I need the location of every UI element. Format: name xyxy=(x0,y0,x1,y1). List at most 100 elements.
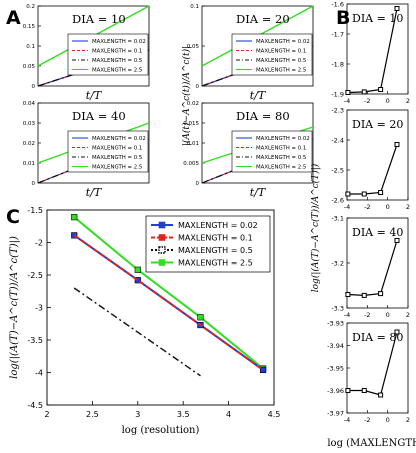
x-tick-label: -4 xyxy=(344,416,350,424)
data-point xyxy=(260,366,267,374)
x-tick-label: 0 xyxy=(386,97,390,105)
y-tick-label: -2.4 xyxy=(331,137,344,145)
y-tick-label: -1.7 xyxy=(331,31,344,39)
y-tick-label: 0.02 xyxy=(187,101,199,107)
legend-label: MAXLENGTH = 2.5 xyxy=(92,165,142,171)
y-tick-label: -2.6 xyxy=(331,197,344,205)
subplot-title: DIA = 80 xyxy=(236,109,290,123)
y-tick-label: -4.5 xyxy=(27,401,43,410)
data-point xyxy=(378,291,384,297)
y-tick-label: -3.97 xyxy=(327,410,344,418)
data-point xyxy=(378,87,384,92)
y-tick-label: -2.5 xyxy=(331,167,344,175)
legend-label: MAXLENGTH = 0.5 xyxy=(92,155,142,161)
legend-label: MAXLENGTH = 0.1 xyxy=(256,49,306,55)
x-tick-label: 2 xyxy=(406,311,410,319)
y-tick-label: 0.1 xyxy=(190,4,199,10)
y-axis-label: |(A(t)−A^c(t))/A^c(t)| xyxy=(181,46,192,146)
y-tick-label: 0.03 xyxy=(23,121,36,127)
x-tick-label: 4 xyxy=(226,410,231,419)
y-tick-label: 0.05 xyxy=(187,44,200,50)
x-tick-label: 2 xyxy=(406,97,410,105)
subplot-b-frame xyxy=(346,3,409,95)
legend-marker xyxy=(158,234,166,241)
y-tick-label: -3.1 xyxy=(331,215,344,223)
series-line xyxy=(73,234,264,371)
data-point xyxy=(361,292,367,298)
series-line xyxy=(73,216,264,370)
x-tick-label: 3.5 xyxy=(177,410,190,419)
data-point xyxy=(394,142,400,147)
data-point xyxy=(394,238,400,243)
x-tick-label: -4 xyxy=(344,97,350,105)
x-tick-label: -2 xyxy=(364,311,370,319)
data-point xyxy=(394,6,400,11)
y-tick-label: 0 xyxy=(196,84,200,90)
legend-label: MAXLENGTH = 0.5 xyxy=(256,155,306,161)
x-tick-label: 4.5 xyxy=(268,410,281,419)
x-axis-label: t/T xyxy=(250,89,267,102)
y-tick-label: -2 xyxy=(35,239,43,248)
series-line xyxy=(347,144,398,195)
series-line xyxy=(347,240,398,297)
series-line xyxy=(37,49,150,87)
x-tick-label: 0 xyxy=(386,311,390,319)
panel-c: 2 2.5 3 3.5 4 4.5 -1.5 -2 -2.5 -3 -3.5 -4 -4.5 MAXLEN… xyxy=(9,206,280,436)
y-tick-label: 0.05 xyxy=(23,64,36,70)
legend-label: MAXLENGTH = 0.5 xyxy=(178,246,253,255)
subplot-title: DIA = 10 xyxy=(352,12,403,25)
data-point xyxy=(71,214,78,221)
data-point xyxy=(394,329,400,335)
legend-label: MAXLENGTH = 2.5 xyxy=(178,259,253,268)
legend-label: MAXLENGTH = 0.02 xyxy=(92,39,146,45)
y-tick-label: -4 xyxy=(35,369,43,378)
legend-label: MAXLENGTH = 0.1 xyxy=(92,49,142,55)
y-tick-label: 0.1 xyxy=(26,44,35,50)
y-tick-label: 0.15 xyxy=(23,24,36,30)
x-axis-label: t/T xyxy=(86,186,103,199)
x-axis-label: t/T xyxy=(250,186,267,199)
subplot-title: DIA = 40 xyxy=(352,226,403,239)
y-tick-label: 0.2 xyxy=(26,4,35,10)
x-tick-label: -2 xyxy=(364,416,370,424)
legend-label: MAXLENGTH = 0.5 xyxy=(256,58,306,64)
y-tick-label: 0.01 xyxy=(187,141,199,147)
y-tick-label: -3.3 xyxy=(331,305,344,313)
x-tick-label: 0 xyxy=(386,203,390,211)
data-point xyxy=(345,191,351,197)
subplot-b-frame xyxy=(346,109,409,201)
x-tick-label: -4 xyxy=(344,311,350,319)
y-tick-label: -3.94 xyxy=(327,342,344,350)
x-tick-label: 0 xyxy=(386,416,390,424)
data-point xyxy=(134,266,141,273)
legend-marker xyxy=(158,246,166,254)
x-tick-label: 2 xyxy=(44,410,49,419)
y-tick-label: -3 xyxy=(35,304,43,313)
data-point xyxy=(197,314,204,321)
data-point xyxy=(378,392,384,398)
x-tick-label: 2.5 xyxy=(86,410,99,419)
subplot-title: DIA = 10 xyxy=(72,12,126,26)
legend-marker xyxy=(158,259,166,266)
series-line xyxy=(347,331,398,396)
series-line xyxy=(37,138,150,184)
data-point xyxy=(134,277,141,284)
y-tick-label: 0 xyxy=(32,181,36,187)
series-line xyxy=(73,287,201,377)
x-tick-label: -2 xyxy=(364,97,370,105)
series-line xyxy=(347,8,398,94)
y-tick-label: 0 xyxy=(196,181,200,187)
y-tick-label: -2.5 xyxy=(27,271,43,280)
data-point xyxy=(345,90,351,95)
x-tick-label: 3 xyxy=(135,410,140,419)
legend-label: MAXLENGTH = 2.5 xyxy=(92,68,142,74)
legend-label: MAXLENGTH = 0.02 xyxy=(92,136,146,142)
legend-label: MAXLENGTH = 2.5 xyxy=(256,68,306,74)
data-point xyxy=(345,292,351,297)
legend-label: MAXLENGTH = 2.5 xyxy=(256,165,306,171)
y-tick-label: 0 xyxy=(32,84,36,90)
y-axis-label: log(|(A(T)−A^c(T))/A^c(T)|) xyxy=(310,163,321,292)
legend-label: MAXLENGTH = 0.1 xyxy=(256,146,306,152)
y-tick-label: 0.02 xyxy=(23,141,35,147)
